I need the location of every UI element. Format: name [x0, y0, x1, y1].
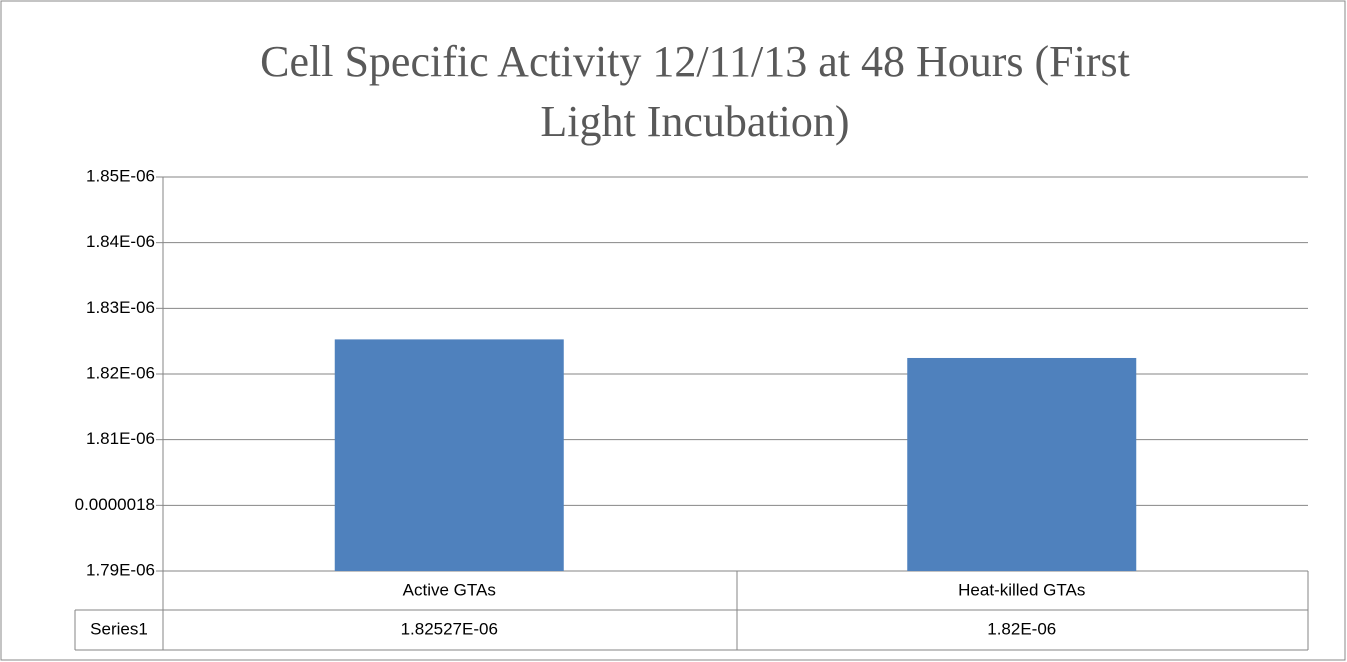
table-value: 1.82527E-06: [401, 619, 498, 638]
y-tick-label: 1.83E-06: [86, 298, 155, 317]
chart-title: Light Incubation): [540, 97, 849, 146]
x-tick-label: Heat-killed GTAs: [958, 580, 1085, 599]
table-value: 1.82E-06: [987, 619, 1056, 638]
y-tick-label: 1.79E-06: [86, 560, 155, 579]
x-tick-label: Active GTAs: [403, 580, 496, 599]
y-tick-label: 1.85E-06: [86, 166, 155, 185]
y-tick-label: 1.81E-06: [86, 429, 155, 448]
y-tick-label: 1.82E-06: [86, 363, 155, 382]
bar: [907, 357, 1137, 571]
bar: [334, 339, 564, 571]
y-tick-label: 0.0000018: [75, 495, 155, 514]
y-tick-label: 1.84E-06: [86, 232, 155, 251]
chart-title: Cell Specific Activity 12/11/13 at 48 Ho…: [260, 37, 1130, 86]
series-name: Series1: [90, 619, 148, 638]
data-table: Series1: [74, 571, 1309, 651]
